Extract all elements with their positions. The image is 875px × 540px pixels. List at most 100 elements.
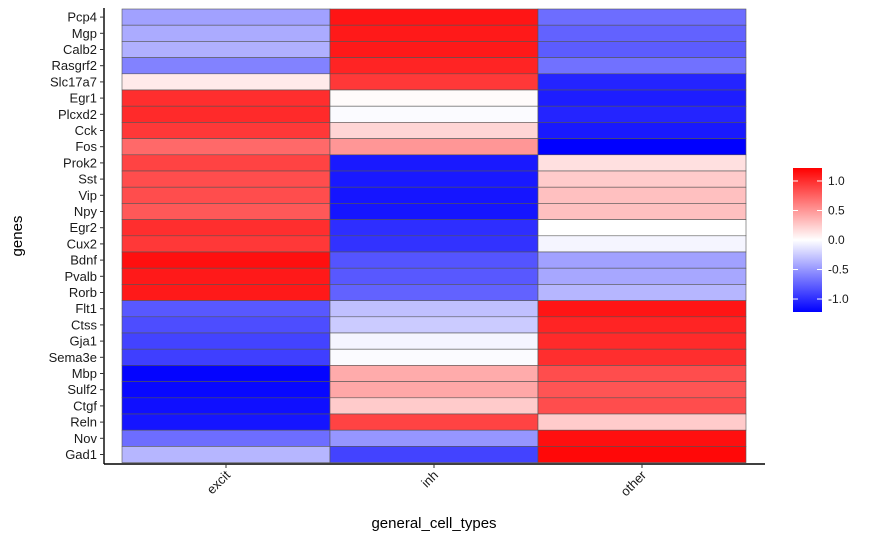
heatmap-cell-bdnf-excit [121,251,331,269]
y-tick-label-sulf2: Sulf2 [67,382,97,397]
heatmap-cell-ctss-inh [329,316,539,334]
y-tick-label-sema3e: Sema3e [49,350,97,365]
heatmap-cell-cux2-excit [121,235,331,253]
heatmap-cell-pvalb-inh [329,267,539,285]
heatmap-cell-egr1-excit [121,89,331,107]
heatmap-cell-npy-excit [121,203,331,220]
heatmap-cell-rorb-excit [121,284,331,301]
heatmap-cell-vip-inh [329,186,539,204]
heatmap-cell-sst-excit [121,170,331,188]
y-tick-label-prok2: Prok2 [63,155,97,170]
y-tick-label-gad1: Gad1 [65,447,97,462]
y-tick-label-fos: Fos [75,139,97,154]
y-tick-label-ctss: Ctss [71,317,98,332]
heatmap-cell-cck-inh [329,122,539,139]
heatmap-cell-prok2-other [537,154,747,172]
y-tick-label-pcp4: Pcp4 [67,10,97,25]
heatmap-cell-nov-other [537,429,747,447]
heatmap-cell-flt1-inh [329,300,539,318]
heatmap-cell-ctgf-excit [121,397,331,415]
heatmap-cell-rorb-inh [329,284,539,301]
y-tick-label-ctgf: Ctgf [73,398,97,413]
colorbar-tick-label: 0.0 [828,233,845,247]
y-tick-label-pvalb: Pvalb [64,269,97,284]
y-tick-label-slc17a7: Slc17a7 [50,74,97,89]
heatmap-cell-cck-other [537,122,747,139]
y-tick-label-sst: Sst [78,172,97,187]
heatmap-cell-sulf2-other [537,381,747,399]
y-tick-label-reln: Reln [70,415,97,430]
x-tick-labels: excit inh other [204,467,650,499]
heatmap-cell-calb2-other [537,41,747,58]
heatmap-cell-ctss-excit [121,316,331,334]
y-tick-label-nov: Nov [74,431,98,446]
heatmap-cell-mbp-other [537,365,747,382]
heatmap-cell-fos-inh [329,138,539,156]
heatmap-cell-sst-inh [329,170,539,188]
heatmap-cell-ctgf-other [537,397,747,415]
heatmap-cell-egr2-other [537,219,747,237]
heatmap-cell-plcxd2-inh [329,105,539,123]
heatmap-cell-calb2-excit [121,41,331,58]
heatmap-cell-slc17a7-excit [121,73,331,91]
heatmap-cell-egr1-inh [329,89,539,107]
heatmap-cell-sema3e-inh [329,348,539,366]
heatmap-cell-fos-excit [121,138,331,156]
heatmap-cell-cux2-other [537,235,747,253]
heatmap-cell-gad1-other [537,446,747,463]
heatmap-cell-sema3e-other [537,348,747,366]
heatmap-cell-flt1-excit [121,300,331,318]
heatmap-cell-mbp-excit [121,365,331,382]
colorbar-tick-label: 0.5 [828,203,845,217]
heatmap-cell-sst-other [537,170,747,188]
heatmap-cell-rasgrf2-other [537,57,747,75]
y-axis-title: genes [9,216,26,257]
y-tick-labels: Pcp4MgpCalb2Rasgrf2Slc17a7Egr1Plcxd2CckF… [49,10,98,462]
heatmap-cell-slc17a7-inh [329,73,539,91]
x-tick-label-inh: inh [418,468,441,491]
y-tick-label-rorb: Rorb [69,285,97,300]
heatmap-cell-sulf2-inh [329,381,539,399]
heatmap-cell-nov-excit [121,429,331,447]
heatmap-cell-gja1-inh [329,332,539,350]
heatmap-cells [121,8,747,463]
heatmap-cell-egr2-inh [329,219,539,237]
heatmap-cell-gja1-other [537,332,747,350]
heatmap-cell-mgp-other [537,24,747,42]
y-tick-label-gja1: Gja1 [70,334,97,349]
y-tick-label-mbp: Mbp [72,366,97,381]
y-tick-label-flt1: Flt1 [75,301,97,316]
heatmap-cell-calb2-inh [329,41,539,58]
heatmap-cell-reln-excit [121,413,331,431]
heatmap-cell-prok2-inh [329,154,539,172]
heatmap-cell-bdnf-inh [329,251,539,269]
y-tick-label-calb2: Calb2 [63,42,97,57]
y-tick-label-rasgrf2: Rasgrf2 [51,58,97,73]
heatmap-cell-sema3e-excit [121,348,331,366]
y-tick-label-bdnf: Bdnf [70,253,97,268]
x-tick-label-other: other [618,467,650,499]
heatmap-cell-reln-other [537,413,747,431]
heatmap-cell-mgp-excit [121,24,331,42]
heatmap-cell-pcp4-excit [121,8,331,26]
heatmap-cell-flt1-other [537,300,747,318]
heatmap-cell-mbp-inh [329,365,539,382]
heatmap-cell-cck-excit [121,122,331,139]
y-tick-label-cux2: Cux2 [67,236,97,251]
y-tick-label-egr2: Egr2 [70,220,97,235]
heatmap-cell-fos-other [537,138,747,156]
heatmap-cell-vip-other [537,186,747,204]
heatmap-cell-gad1-excit [121,446,331,463]
heatmap-cell-pvalb-other [537,267,747,285]
heatmap-cell-rorb-other [537,284,747,301]
heatmap-cell-gja1-excit [121,332,331,350]
colorbar-tick-label: 1.0 [828,174,845,188]
heatmap-cell-gad1-inh [329,446,539,463]
heatmap-cell-plcxd2-excit [121,105,331,123]
heatmap-cell-cux2-inh [329,235,539,253]
heatmap-cell-slc17a7-other [537,73,747,91]
colorbar-tick-label: -0.5 [828,263,849,277]
heatmap-cell-rasgrf2-excit [121,57,331,75]
colorbar-tick-label: -1.0 [828,292,849,306]
